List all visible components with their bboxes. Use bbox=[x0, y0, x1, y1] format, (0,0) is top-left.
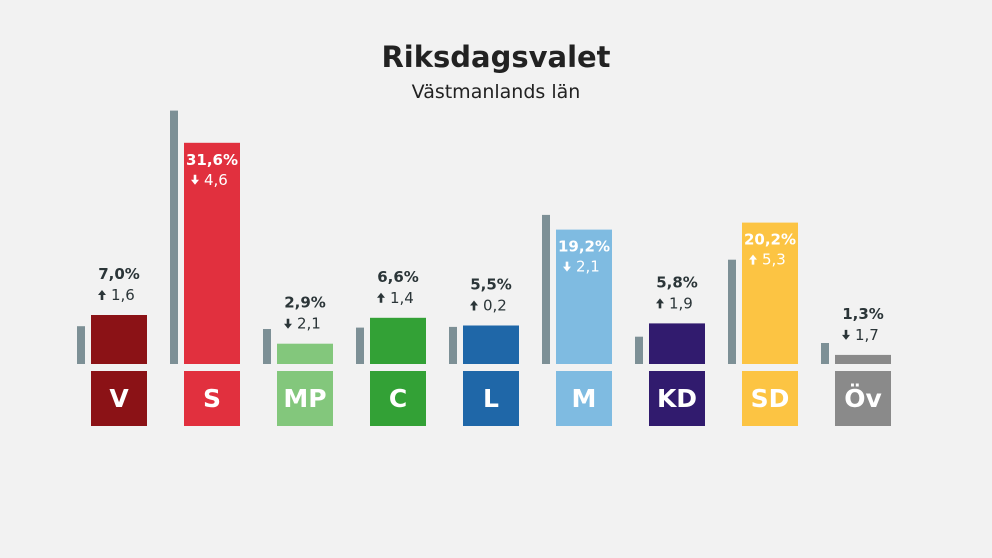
arrow-up-icon bbox=[377, 292, 385, 303]
percent-label: 7,0% bbox=[98, 265, 140, 283]
arrow-down-icon bbox=[284, 318, 292, 329]
change-label: 1,7 bbox=[855, 326, 879, 344]
party-label-box bbox=[649, 371, 705, 426]
previous-result-bar bbox=[356, 327, 364, 364]
change-label: 4,6 bbox=[204, 171, 228, 189]
party-label: C bbox=[389, 384, 407, 413]
previous-result-bar bbox=[821, 343, 829, 364]
percent-label: 2,9% bbox=[284, 294, 326, 312]
party-label: S bbox=[203, 384, 221, 413]
previous-result-bar bbox=[263, 329, 271, 364]
party-label: MP bbox=[283, 384, 326, 413]
previous-result-bar bbox=[728, 259, 736, 364]
party-label: M bbox=[572, 384, 597, 413]
change-label: 2,1 bbox=[297, 315, 321, 333]
arrow-down-icon bbox=[191, 174, 199, 185]
party-label: L bbox=[483, 384, 499, 413]
party-label: Öv bbox=[844, 383, 882, 413]
party-label-box bbox=[556, 371, 612, 426]
result-bar bbox=[370, 317, 426, 364]
result-bar bbox=[91, 315, 147, 364]
percent-label: 5,5% bbox=[470, 276, 512, 294]
percent-label: 20,2% bbox=[744, 231, 796, 249]
chart-title: Riksdagsvalet bbox=[381, 40, 611, 74]
arrow-up-icon bbox=[470, 300, 478, 311]
party-label: V bbox=[109, 384, 129, 413]
percent-label: 6,6% bbox=[377, 268, 419, 286]
change-label: 1,6 bbox=[111, 286, 135, 304]
change-label: 0,2 bbox=[483, 297, 507, 315]
arrow-up-icon bbox=[749, 254, 757, 265]
arrow-up-icon bbox=[656, 298, 664, 309]
previous-result-bar bbox=[542, 214, 550, 364]
previous-result-bar bbox=[170, 110, 178, 364]
result-bar bbox=[184, 142, 240, 364]
previous-result-bar bbox=[77, 326, 85, 364]
result-bar bbox=[277, 343, 333, 364]
change-label: 5,3 bbox=[762, 251, 786, 269]
change-label: 1,4 bbox=[390, 289, 414, 307]
change-label: 1,9 bbox=[669, 294, 693, 312]
party-label: SD bbox=[751, 384, 790, 413]
result-bar bbox=[835, 354, 891, 364]
party-label-box bbox=[277, 371, 333, 426]
previous-result-bar bbox=[635, 336, 643, 364]
party-label-box bbox=[835, 371, 891, 426]
party-label-box bbox=[742, 371, 798, 426]
arrow-down-icon bbox=[563, 261, 571, 272]
arrow-down-icon bbox=[842, 329, 850, 340]
result-bar bbox=[556, 229, 612, 364]
result-bar bbox=[649, 323, 705, 364]
party-label: KD bbox=[657, 384, 697, 413]
percent-label: 1,3% bbox=[842, 305, 884, 323]
percent-label: 31,6% bbox=[186, 151, 238, 169]
percent-label: 19,2% bbox=[558, 238, 610, 256]
party-label-box bbox=[184, 371, 240, 426]
change-label: 2,1 bbox=[576, 258, 600, 276]
party-label-box bbox=[91, 371, 147, 426]
party-label-box bbox=[463, 371, 519, 426]
arrow-up-icon bbox=[98, 290, 106, 300]
previous-result-bar bbox=[449, 326, 457, 364]
party-label-box bbox=[370, 371, 426, 426]
percent-label: 5,8% bbox=[656, 273, 698, 291]
result-bar bbox=[742, 222, 798, 364]
result-bar bbox=[463, 325, 519, 364]
chart-subtitle: Västmanlands län bbox=[411, 81, 581, 103]
